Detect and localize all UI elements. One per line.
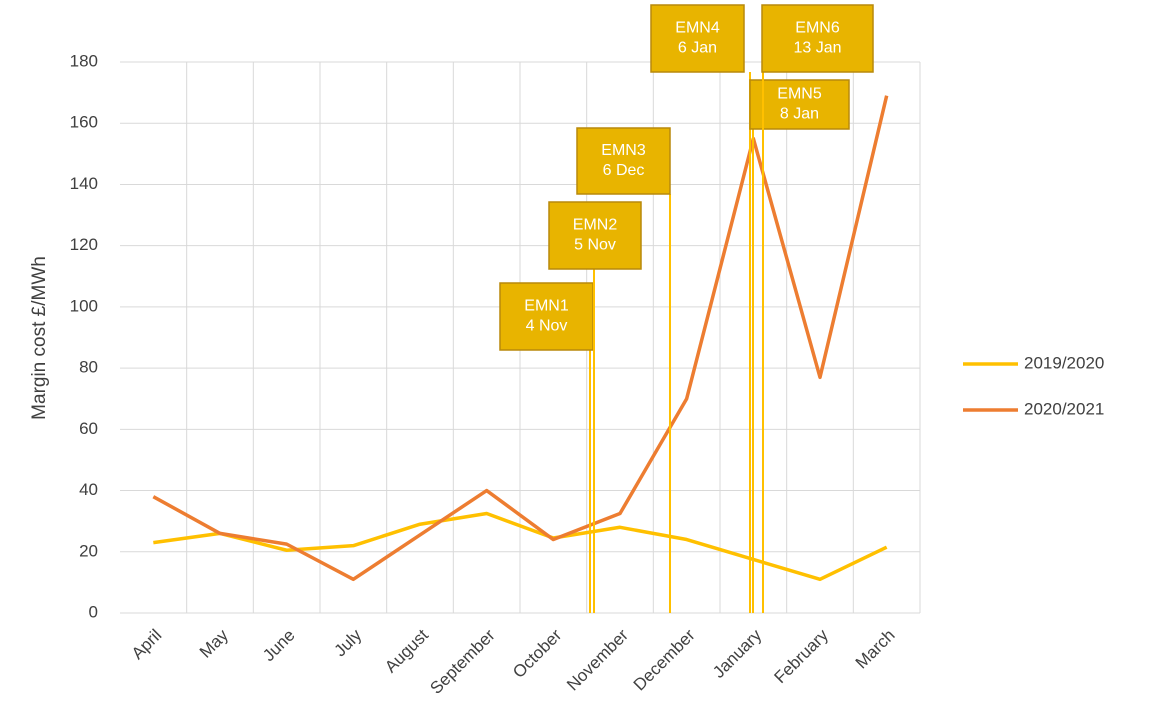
y-tick-label: 180 [70,51,98,70]
annotation-name: EMN6 [795,20,840,37]
y-tick-label: 80 [79,358,98,377]
annotation-box [548,201,642,270]
annotation-box [761,4,874,73]
x-tick-label: August [381,625,432,676]
annotation-date: 6 Dec [603,162,645,179]
x-tick-label: September [426,625,498,697]
annotation-date: 5 Nov [574,237,616,254]
x-tick-label: March [852,626,899,673]
annotation-box [576,127,671,195]
annotation: EMN6 13 Jan [761,4,874,613]
annotation-date: 4 Nov [526,318,568,335]
annotation-box [749,79,850,130]
annotation-name: EMN3 [601,142,646,159]
annotation-date: 6 Jan [678,40,717,57]
annotation-date: 13 Jan [793,40,841,57]
series-line [152,95,889,582]
x-tick-label: January [709,625,766,682]
annotation-name: EMN2 [573,217,618,234]
y-tick-label: 0 [89,602,98,621]
x-tick-label: July [331,625,366,660]
y-tick-label: 20 [79,541,98,560]
x-tick-label: October [509,625,565,681]
y-tick-label: 100 [70,296,98,315]
annotation: EMN3 6 Dec [576,127,671,613]
x-tick-label: May [196,625,232,661]
annotation: EMN2 5 Nov [548,201,642,613]
x-tick-label: April [128,626,165,663]
legend-label: 2019/2020 [1024,353,1104,372]
annotation-name: EMN4 [675,20,720,37]
y-tick-label: 120 [70,235,98,254]
x-tick-label: June [259,626,299,666]
legend-label: 2020/2021 [1024,399,1104,418]
annotation-date: 8 Jan [780,106,819,123]
y-tick-label: 40 [79,480,98,499]
y-tick-label: 140 [70,174,98,193]
annotation: EMN1 4 Nov [499,282,594,613]
x-tick-label: December [630,625,699,694]
annotation: EMN4 6 Jan [650,4,751,613]
annotation-name: EMN5 [777,86,822,103]
annotation-box [650,4,745,73]
annotation-name: EMN1 [524,298,569,315]
series-line [153,511,888,582]
y-axis-title: Margin cost £/MWh [29,256,50,420]
y-tick-label: 60 [79,419,98,438]
annotation-box [499,282,594,351]
y-tick-label: 160 [70,113,98,132]
x-tick-label: November [563,625,632,694]
x-tick-label: February [770,625,832,687]
annotation: EMN5 8 Jan [749,79,850,613]
